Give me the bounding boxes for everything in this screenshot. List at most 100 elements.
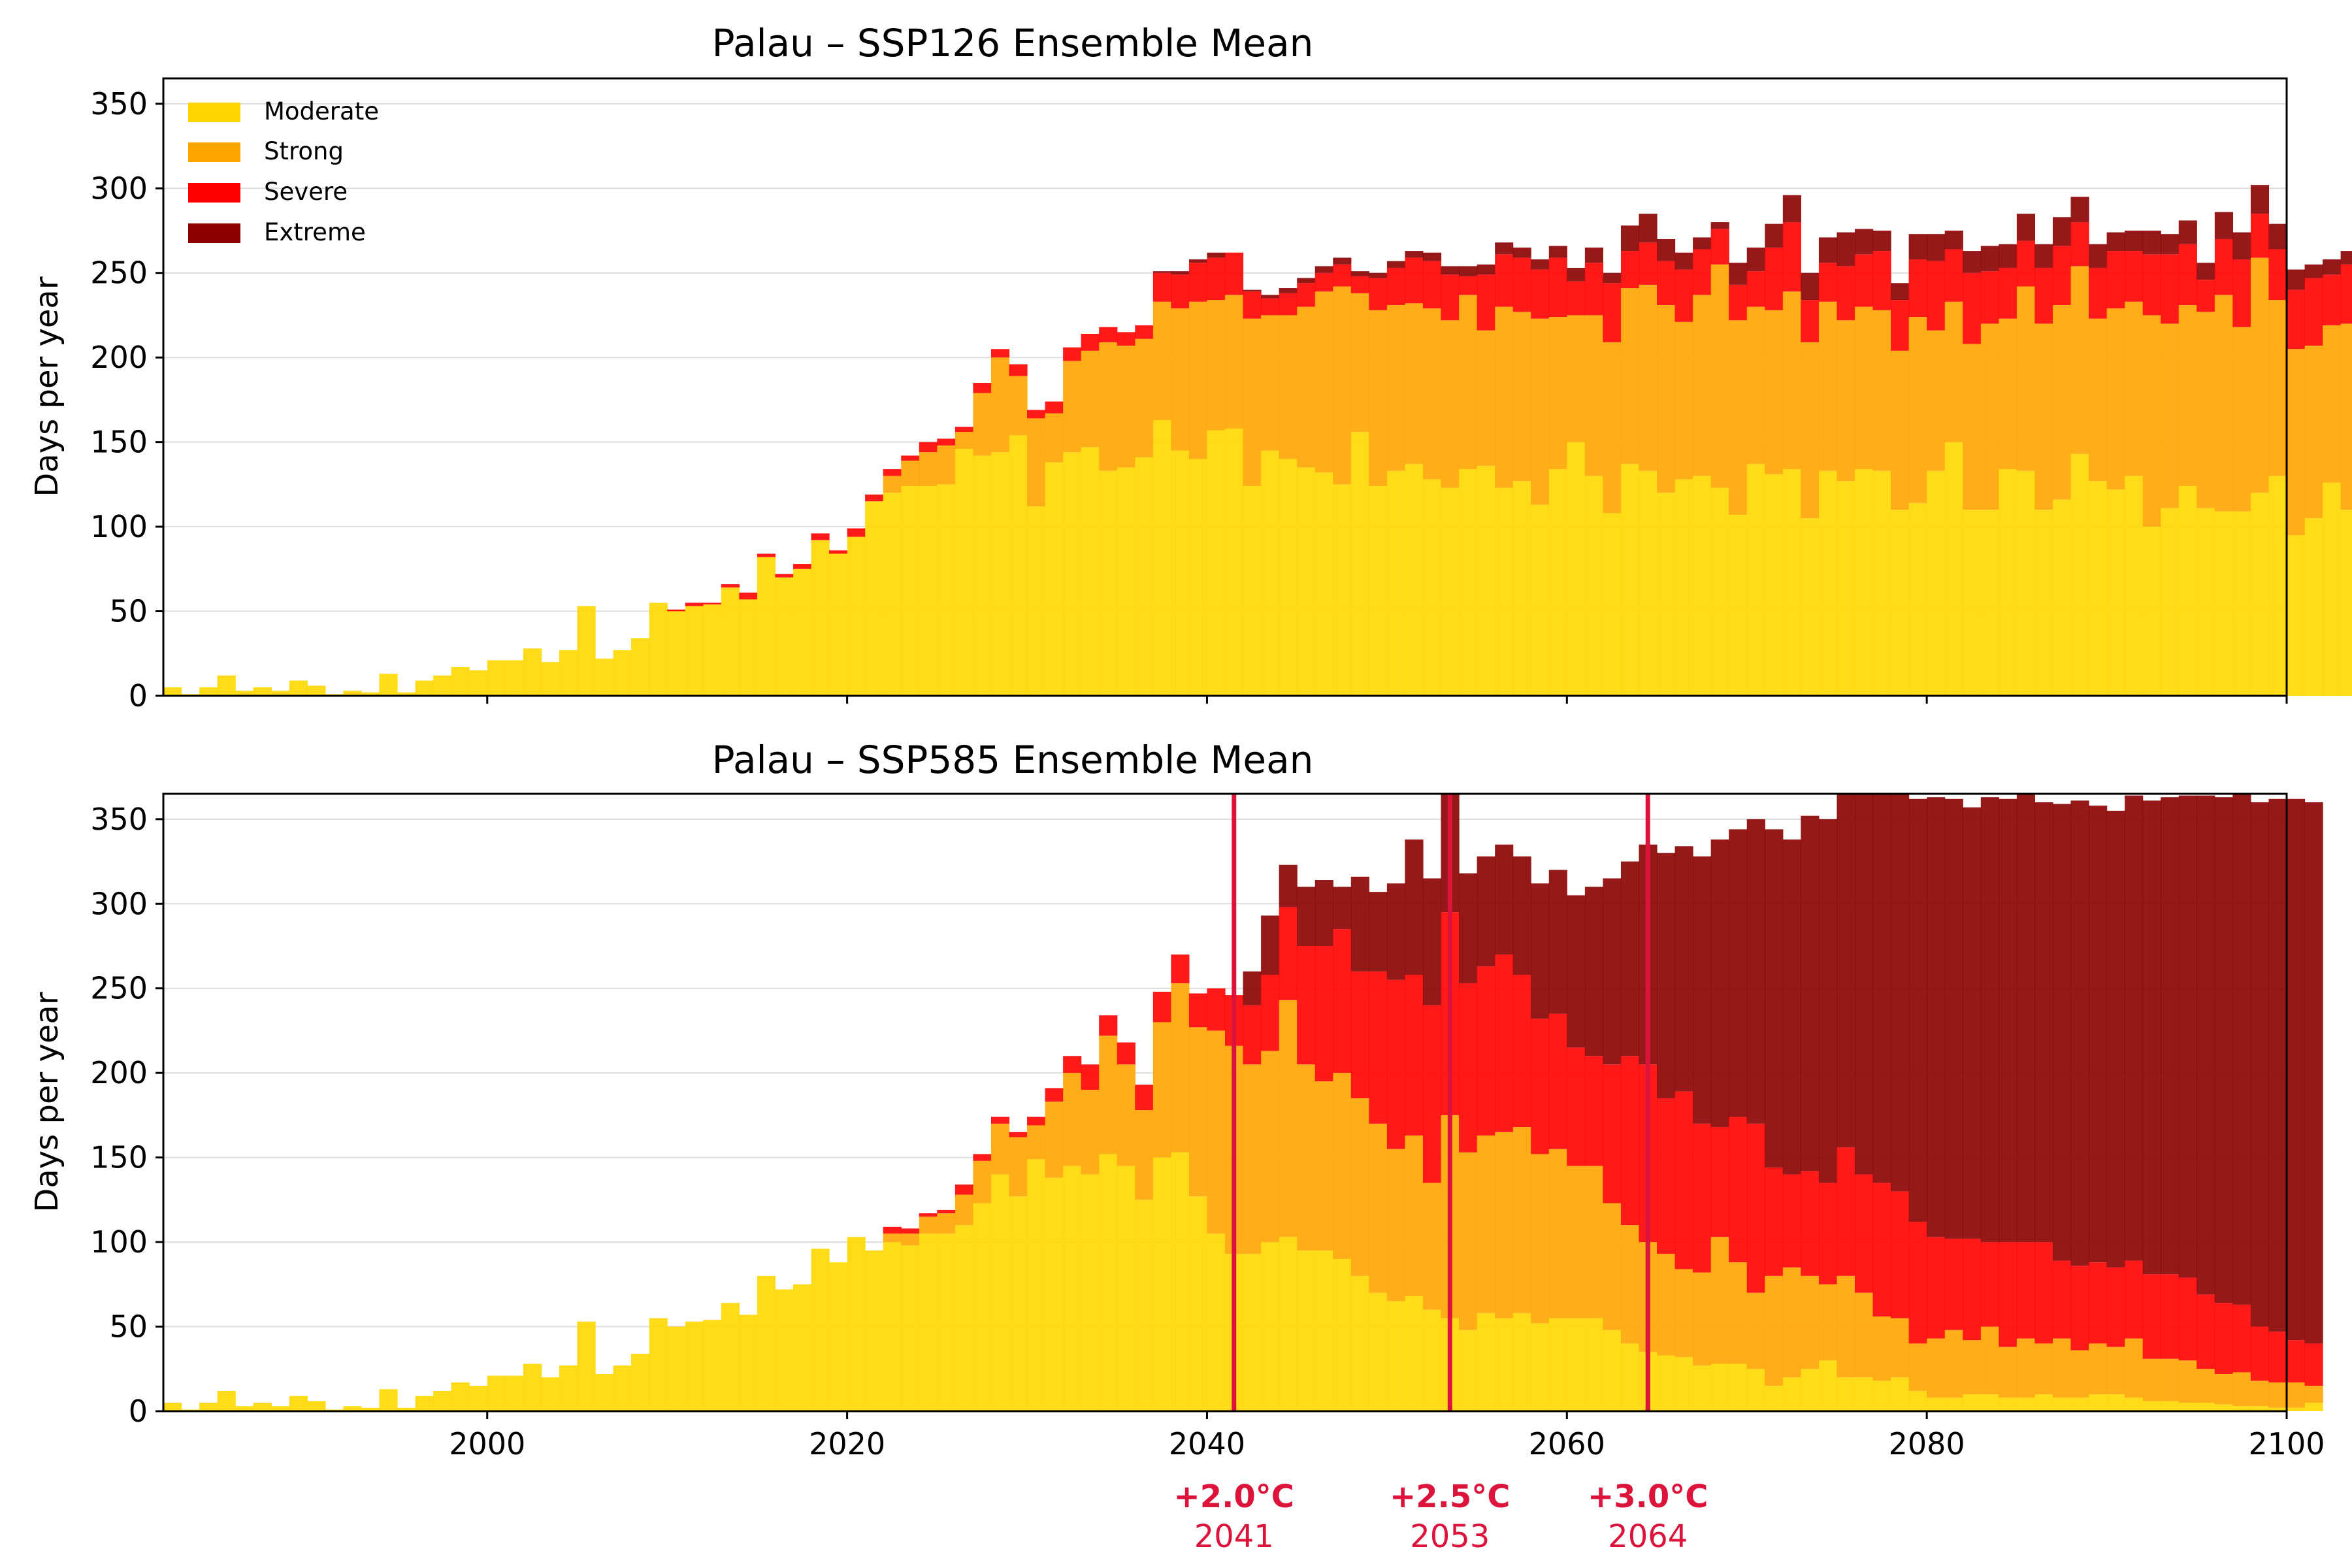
bar-extreme (2178, 795, 2197, 1278)
bar-severe (1512, 257, 1531, 312)
bar-moderate (1369, 1292, 1388, 1411)
bar-moderate (613, 650, 632, 696)
bar-extreme (1927, 234, 1946, 261)
bar-severe (990, 349, 1010, 358)
bar-severe (2250, 214, 2270, 258)
bar-strong (1063, 361, 1082, 453)
bar-strong (2142, 1358, 2161, 1401)
bar-severe (1620, 251, 1640, 289)
bar-extreme (2287, 798, 2306, 1341)
bar-severe (1369, 971, 1388, 1124)
bar-severe (1531, 269, 1550, 319)
bar-moderate (1027, 1159, 1046, 1411)
bar-moderate (1152, 419, 1171, 696)
bar-extreme (1999, 798, 2017, 1243)
bar-strong (2304, 1386, 2323, 1403)
bar-strong (1531, 1154, 1550, 1324)
bar-strong (2125, 301, 2144, 476)
bar-severe (955, 427, 974, 433)
bar-extreme (1567, 895, 1586, 1048)
bar-severe (2052, 246, 2072, 305)
bar-severe (1459, 276, 1478, 295)
threshold-year: 2053 (1410, 1518, 1490, 1555)
bar-severe (2340, 264, 2352, 324)
bar-moderate (1495, 487, 1514, 696)
bar-moderate (1063, 1166, 1082, 1411)
bar-moderate (919, 485, 938, 696)
bar-severe (1207, 988, 1226, 1031)
bar-severe (2161, 254, 2180, 324)
bar-extreme (2125, 231, 2144, 252)
bar-severe (937, 438, 956, 446)
bar-strong (1350, 293, 1369, 433)
bar-severe (1477, 966, 1495, 1135)
bar-strong (2016, 286, 2036, 471)
bar-moderate (1980, 1394, 1999, 1411)
bar-moderate (1135, 1200, 1154, 1411)
bars (163, 185, 2352, 696)
bar-moderate (703, 1320, 722, 1411)
bar-severe (1584, 1056, 1603, 1166)
bar-strong (973, 393, 992, 456)
bar-strong (1746, 1292, 1765, 1369)
bar-moderate (757, 557, 776, 696)
bar-moderate (253, 1403, 272, 1411)
bar-extreme (1801, 272, 1820, 301)
bar-severe (865, 494, 884, 502)
bar-severe (2178, 244, 2197, 305)
bar-strong (1152, 1022, 1171, 1158)
bar-strong (2214, 1374, 2233, 1405)
bar-moderate (1963, 510, 1982, 696)
bar-severe (1405, 975, 1424, 1135)
bar-strong (1657, 1254, 1676, 1356)
bar-moderate (2340, 510, 2352, 696)
legend-item-extreme: Extreme (188, 218, 366, 246)
bar-strong (1297, 306, 1316, 468)
bar-strong (1674, 321, 1693, 480)
bar-moderate (433, 675, 452, 696)
bar-severe (2268, 249, 2287, 301)
bar-strong (1567, 1166, 1586, 1318)
bar-strong (2250, 1380, 2270, 1407)
bar-moderate (397, 1407, 416, 1411)
bar-extreme (2034, 802, 2053, 1243)
bar-strong (1009, 376, 1028, 436)
bar-moderate (541, 662, 560, 696)
bar-strong (1405, 1135, 1424, 1296)
bar-moderate (289, 1396, 308, 1411)
bar-severe (1801, 300, 1820, 342)
bar-moderate (1872, 1380, 1891, 1411)
bar-extreme (2070, 197, 2089, 223)
bar-extreme (1693, 237, 1712, 250)
y-tick-label: 150 (90, 425, 148, 460)
bar-strong (1872, 310, 1891, 471)
bar-moderate (1693, 1365, 1712, 1411)
bar-severe (1495, 254, 1514, 307)
bar-severe (2161, 1274, 2180, 1359)
bar-severe (1693, 1123, 1712, 1273)
bar-extreme (1207, 252, 1226, 258)
bar-moderate (1512, 1313, 1531, 1411)
legend-label-severe: Severe (264, 178, 348, 206)
bar-moderate (2214, 1404, 2233, 1411)
bar-severe (2304, 1343, 2323, 1386)
bar-moderate (559, 650, 578, 696)
threshold-label: +2.5°C (1390, 1478, 1510, 1515)
bar-extreme (1369, 272, 1388, 278)
bar-extreme (1422, 252, 1442, 261)
bar-moderate (163, 687, 182, 696)
bar-severe (990, 1117, 1010, 1124)
y-tick-label: 200 (90, 340, 148, 375)
bar-moderate (649, 1318, 668, 1411)
bar-extreme (2034, 244, 2053, 268)
bar-moderate (1027, 506, 1046, 696)
y-axis: 0 50 100 150 200 250 300 350 (90, 802, 163, 1429)
bar-moderate (271, 691, 290, 696)
bar-severe (1350, 276, 1369, 293)
bar-extreme (1657, 238, 1676, 261)
bar-moderate (1477, 465, 1495, 696)
bar-severe (1477, 274, 1495, 331)
bar-moderate (1603, 1330, 1622, 1411)
bar-severe (1188, 263, 1208, 302)
